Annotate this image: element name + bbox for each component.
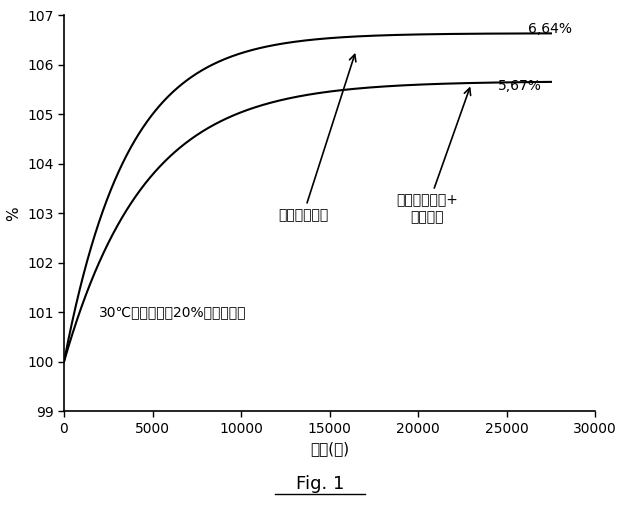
Text: グリセロール: グリセロール <box>278 54 356 223</box>
Text: 30℃、相対湿度20%での質量増: 30℃、相対湿度20%での質量増 <box>99 305 247 319</box>
X-axis label: 時間(秒): 時間(秒) <box>310 441 349 456</box>
Y-axis label: %: % <box>6 206 22 221</box>
Text: 5,67%: 5,67% <box>498 79 541 93</box>
Text: 6,64%: 6,64% <box>528 22 572 36</box>
Text: Fig. 1: Fig. 1 <box>296 475 344 493</box>
Text: グリセロール+
タンニン: グリセロール+ タンニン <box>396 88 470 224</box>
